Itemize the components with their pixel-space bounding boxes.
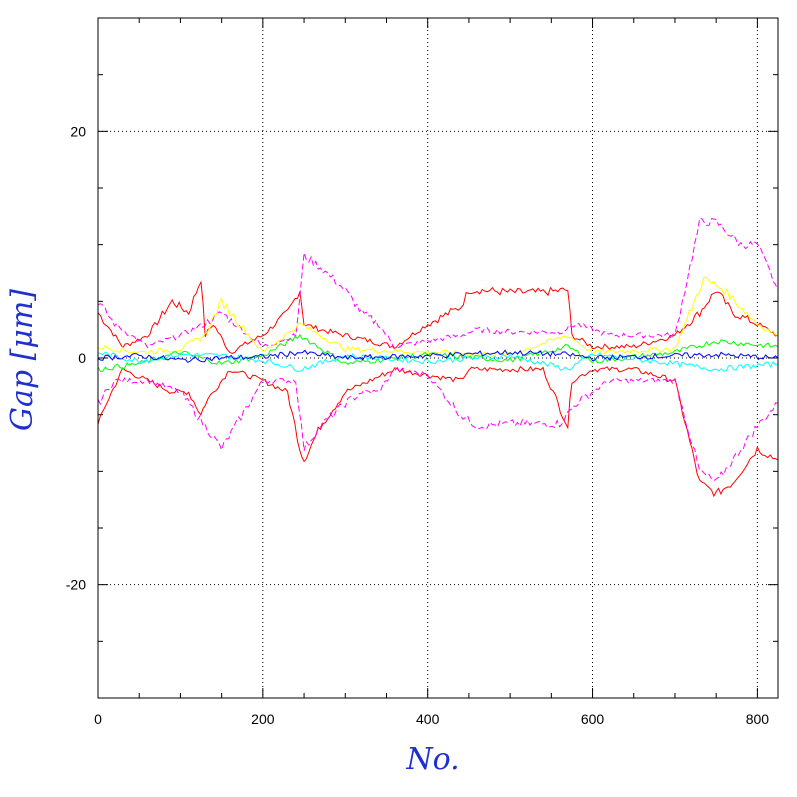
x-tick-label-0: 0: [94, 711, 102, 727]
y-tick-label-20: 20: [70, 123, 86, 139]
series-line-7: [97, 351, 779, 372]
plot-frame: [97, 17, 779, 699]
series-line-8: [97, 349, 779, 363]
y-tick-label--20: -20: [66, 577, 86, 593]
y-tick-label-0: 0: [78, 350, 86, 366]
tick-labels: 0 200 400 600 800 -20 0 20: [66, 123, 770, 727]
x-tick-label-800: 800: [746, 711, 770, 727]
series-line-3: [97, 217, 779, 350]
x-tick-label-600: 600: [581, 711, 605, 727]
x-tick-label-200: 200: [251, 711, 275, 727]
series-group: [97, 217, 779, 498]
x-axis-title: No.: [405, 742, 459, 777]
x-tick-label-400: 400: [416, 711, 440, 727]
y-axis-title: Gap [μm]: [5, 289, 40, 431]
series-line-2: [97, 365, 779, 498]
series-line-6: [97, 333, 779, 372]
series-line-4: [97, 366, 779, 482]
